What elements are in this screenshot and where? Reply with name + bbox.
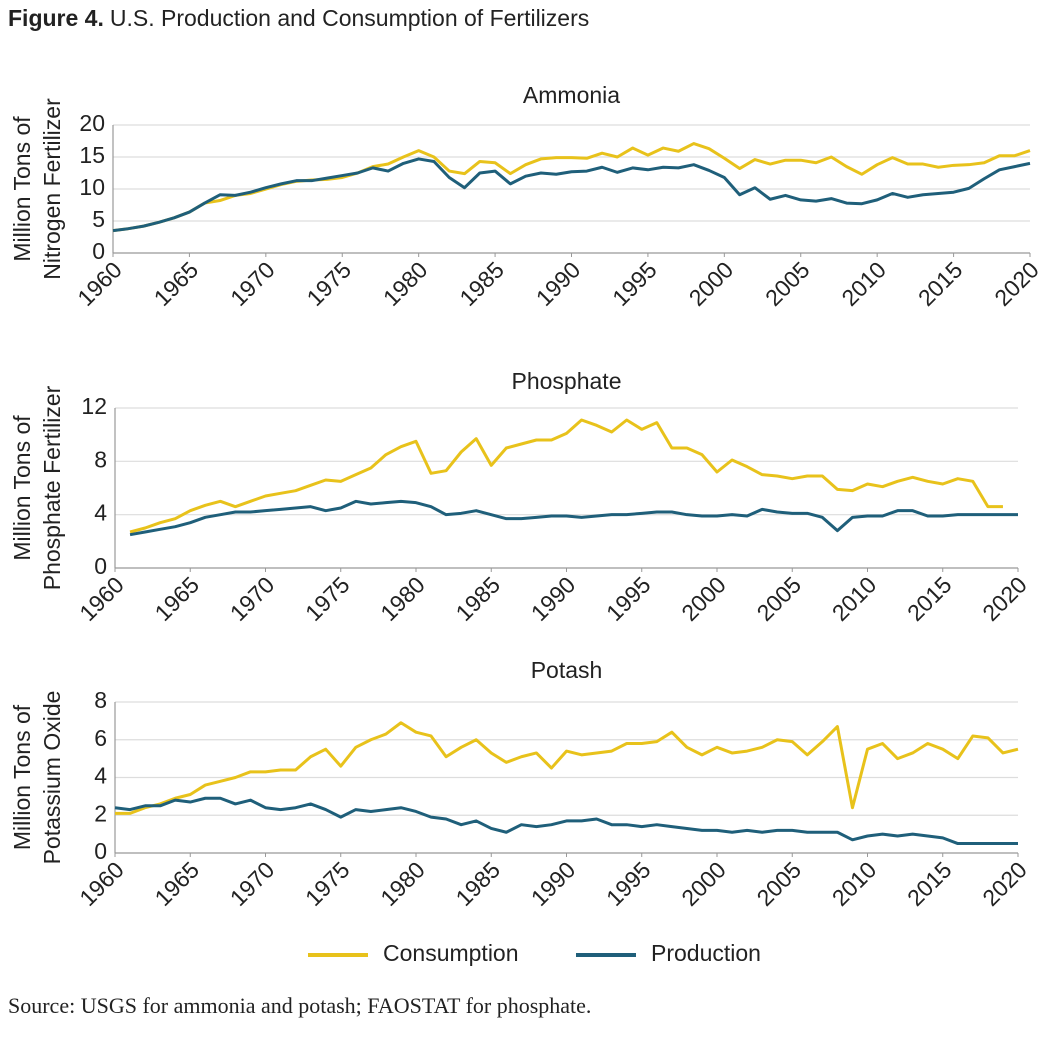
y-tick-label: 2	[94, 800, 107, 826]
x-tick-label: 1965	[150, 856, 205, 911]
figure-title-text: U.S. Production and Consumption of Ferti…	[110, 5, 589, 31]
x-tick-label: 2015	[902, 571, 957, 626]
x-tick-label: 1990	[526, 571, 581, 626]
x-tick-label: 1985	[454, 256, 509, 311]
y-tick-label: 6	[94, 725, 107, 751]
y-axis-label: Phosphate Fertilizer	[39, 385, 65, 590]
x-tick-label: 1980	[378, 256, 433, 311]
x-tick-label: 1970	[225, 856, 280, 911]
x-tick-label: 1995	[607, 256, 662, 311]
series-line	[129, 499, 1018, 537]
figure-title: Figure 4. U.S. Production and Consumption…	[8, 5, 589, 31]
y-tick-label: 20	[79, 110, 105, 136]
y-tick-label: 15	[79, 142, 105, 168]
x-tick-label: 2005	[752, 571, 807, 626]
x-tick-label: 1980	[375, 571, 430, 626]
y-axis-label: Million Tons of	[9, 704, 35, 850]
chart-title: Potash	[531, 657, 603, 683]
y-tick-label: 8	[94, 446, 107, 472]
legend-label: Production	[651, 940, 761, 966]
x-tick-label: 1990	[531, 256, 586, 311]
y-tick-label: 12	[81, 393, 107, 419]
x-tick-label: 1960	[74, 571, 129, 626]
x-tick-label: 1965	[149, 256, 204, 311]
x-tick-label: 1995	[601, 856, 656, 911]
x-tick-label: 2000	[684, 256, 739, 311]
y-tick-label: 4	[94, 763, 107, 789]
y-axis-label: Nitrogen Fertilizer	[39, 98, 65, 280]
x-tick-label: 1985	[451, 856, 506, 911]
x-tick-label: 2010	[827, 571, 882, 626]
chart-title: Ammonia	[523, 82, 620, 108]
x-tick-label: 2000	[676, 856, 731, 911]
x-tick-label: 1990	[526, 856, 581, 911]
y-tick-label: 4	[94, 500, 107, 526]
series-line	[129, 418, 1003, 534]
x-tick-label: 1975	[300, 856, 355, 911]
y-tick-label: 0	[92, 238, 105, 264]
x-tick-label: 1985	[451, 571, 506, 626]
y-tick-label: 5	[92, 206, 105, 232]
x-tick-label: 2000	[676, 571, 731, 626]
x-tick-label: 2020	[989, 256, 1044, 311]
x-tick-label: 2005	[752, 856, 807, 911]
y-tick-label: 10	[79, 174, 105, 200]
x-tick-label: 2010	[827, 856, 882, 911]
y-axis-label: Million Tons of	[9, 116, 35, 262]
source-note: Source: USGS for ammonia and potash; FAO…	[8, 993, 591, 1018]
series-line	[114, 796, 1018, 846]
figure-label: Figure 4.	[8, 5, 104, 31]
y-tick-label: 8	[94, 687, 107, 713]
x-tick-label: 1995	[601, 571, 656, 626]
x-tick-label: 1970	[225, 571, 280, 626]
y-axis-label: Potassium Oxide	[39, 691, 65, 865]
x-tick-label: 2015	[913, 256, 968, 311]
y-tick-label: 0	[94, 838, 107, 864]
x-tick-label: 2020	[977, 856, 1032, 911]
x-tick-label: 2005	[760, 256, 815, 311]
series-line	[115, 721, 1019, 815]
x-tick-label: 1980	[375, 856, 430, 911]
x-tick-label: 1975	[302, 256, 357, 311]
series-line	[112, 157, 1031, 233]
y-tick-label: 0	[94, 553, 107, 579]
x-tick-label: 1960	[74, 856, 129, 911]
x-tick-label: 1970	[225, 256, 280, 311]
x-tick-label: 1965	[150, 571, 205, 626]
x-tick-label: 2010	[836, 256, 891, 311]
legend-label: Consumption	[383, 940, 519, 966]
x-tick-label: 1975	[300, 571, 355, 626]
x-tick-label: 2020	[977, 571, 1032, 626]
x-tick-label: 1960	[72, 256, 127, 311]
chart-title: Phosphate	[512, 368, 622, 394]
y-axis-label: Million Tons of	[9, 415, 35, 561]
x-tick-label: 2015	[902, 856, 957, 911]
